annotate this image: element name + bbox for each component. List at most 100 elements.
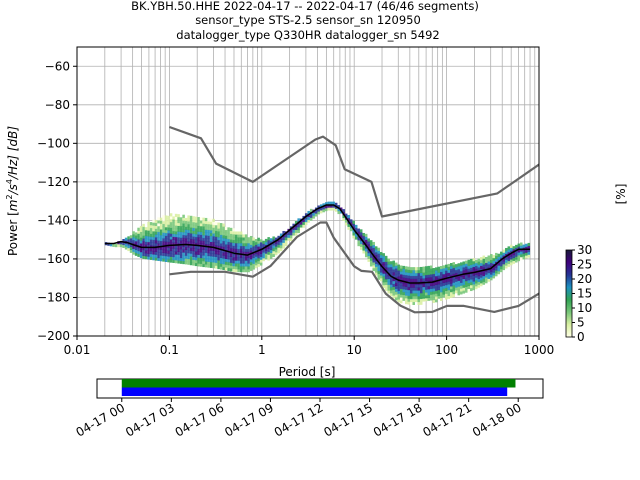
density-cell xyxy=(202,240,205,244)
density-cell xyxy=(510,256,513,260)
density-cell xyxy=(209,241,213,245)
density-cell xyxy=(204,261,208,265)
density-cell xyxy=(470,279,473,283)
density-cell xyxy=(465,263,468,267)
density-cell xyxy=(182,229,185,233)
density-cell xyxy=(254,259,258,263)
density-cell xyxy=(152,219,155,223)
density-cell xyxy=(144,235,148,239)
density-cell xyxy=(232,245,235,249)
density-cell xyxy=(369,260,373,264)
density-cell xyxy=(389,264,393,268)
density-cell xyxy=(324,205,328,209)
density-cell xyxy=(137,227,140,231)
density-cell xyxy=(129,235,133,239)
density-cell xyxy=(475,280,478,284)
density-cell xyxy=(427,271,430,275)
density-cell xyxy=(174,213,178,218)
density-cell xyxy=(192,242,195,246)
density-cell xyxy=(167,215,170,219)
density-cell xyxy=(447,266,451,270)
density-cell xyxy=(252,243,255,247)
density-cell xyxy=(242,240,245,244)
density-cell xyxy=(227,236,230,240)
density-cell xyxy=(419,284,423,288)
density-cell xyxy=(144,241,148,245)
density-cell xyxy=(224,252,228,257)
density-cell xyxy=(169,230,173,234)
density-cell xyxy=(379,257,383,262)
density-cell xyxy=(142,241,145,245)
density-cell xyxy=(432,294,435,298)
density-cell xyxy=(177,251,180,255)
density-cell xyxy=(455,275,458,279)
density-cell xyxy=(179,240,183,244)
density-cell xyxy=(199,246,203,250)
density-cell xyxy=(497,256,501,260)
timeline-tick-label: 04-18 00 xyxy=(470,400,524,439)
density-cell xyxy=(409,287,413,291)
x-tick-label: 1000 xyxy=(524,343,555,357)
density-cell xyxy=(342,209,345,213)
density-cell xyxy=(272,250,275,255)
density-cell xyxy=(502,258,506,262)
density-cell xyxy=(214,265,218,269)
density-cell xyxy=(472,258,476,262)
density-cell xyxy=(457,280,461,284)
density-cell xyxy=(239,263,243,267)
density-cell xyxy=(204,252,208,256)
density-cell xyxy=(379,272,383,276)
density-cell xyxy=(429,285,433,289)
density-cell xyxy=(157,254,160,259)
density-cell xyxy=(144,230,148,234)
density-cell xyxy=(219,254,223,259)
density-cell xyxy=(157,246,160,250)
y-tick-label: −200 xyxy=(37,329,70,343)
density-cell xyxy=(227,244,230,248)
density-cell xyxy=(249,235,253,240)
density-cell xyxy=(164,221,168,225)
density-cell xyxy=(209,227,213,231)
density-cell xyxy=(364,233,368,238)
density-cell xyxy=(149,250,153,255)
density-cell xyxy=(114,244,118,248)
density-cell xyxy=(389,290,393,294)
density-cell xyxy=(239,240,243,244)
density-cell xyxy=(424,274,428,279)
density-cell xyxy=(397,281,400,286)
density-cell xyxy=(249,244,253,248)
density-cell xyxy=(242,257,245,261)
density-cell xyxy=(450,277,453,281)
density-cell xyxy=(179,257,183,261)
density-cell xyxy=(134,252,138,256)
density-cell xyxy=(457,266,461,270)
density-cell xyxy=(229,265,233,269)
density-cell xyxy=(434,270,438,274)
density-cell xyxy=(147,247,150,251)
density-cell xyxy=(244,251,248,255)
density-cell xyxy=(324,202,328,206)
density-cell xyxy=(192,253,195,257)
density-cell xyxy=(282,236,285,240)
density-cell xyxy=(149,248,153,252)
density-cell xyxy=(362,235,365,240)
density-cell xyxy=(224,232,228,236)
density-cell xyxy=(419,295,423,300)
density-cell xyxy=(525,255,528,259)
density-cell xyxy=(187,241,190,245)
density-cell xyxy=(480,265,483,269)
density-cell xyxy=(419,298,423,302)
density-cell xyxy=(424,289,428,293)
density-cell xyxy=(244,248,248,253)
plot-background xyxy=(77,47,539,336)
density-cell xyxy=(194,219,198,223)
density-cell xyxy=(450,283,453,287)
density-cell xyxy=(394,294,398,298)
density-cell xyxy=(149,233,153,237)
density-cell xyxy=(312,215,315,219)
density-cell xyxy=(182,240,185,244)
density-cell xyxy=(392,263,395,267)
density-cell xyxy=(172,225,175,229)
density-cell xyxy=(164,247,168,251)
density-cell xyxy=(497,268,501,272)
